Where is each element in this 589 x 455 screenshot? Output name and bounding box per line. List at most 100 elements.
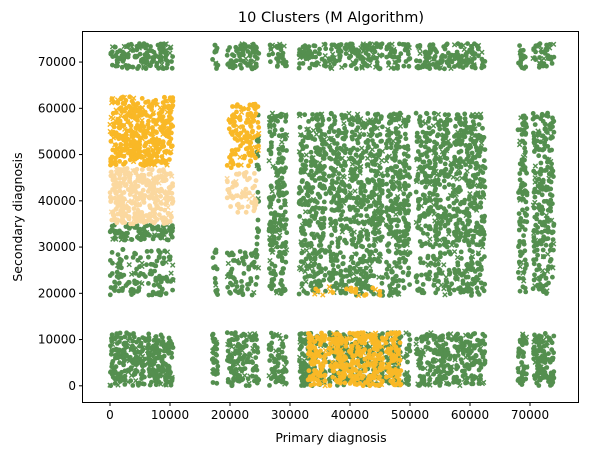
data-point — [524, 190, 530, 196]
data-point — [275, 363, 280, 369]
data-point — [276, 332, 282, 339]
data-point — [214, 63, 220, 69]
data-point — [536, 286, 542, 292]
data-point — [451, 161, 457, 167]
data-point — [518, 253, 523, 259]
data-point — [405, 153, 410, 159]
data-point — [465, 181, 471, 187]
data-point — [460, 373, 466, 379]
data-point — [532, 55, 537, 60]
data-point — [516, 211, 522, 217]
data-point — [522, 266, 528, 271]
data-point — [446, 63, 452, 69]
data-point — [423, 184, 428, 190]
data-point — [321, 199, 327, 205]
data-point — [467, 194, 472, 200]
data-point — [427, 224, 432, 229]
data-point — [535, 282, 540, 288]
data-point — [267, 114, 272, 120]
data-point — [451, 287, 457, 293]
data-point — [459, 271, 466, 277]
data-point — [466, 242, 472, 248]
data-point — [301, 169, 307, 175]
data-point — [308, 149, 314, 155]
data-point — [161, 255, 167, 261]
data-point — [110, 372, 115, 378]
data-point — [469, 64, 475, 70]
data-point — [549, 340, 555, 346]
data-point — [342, 160, 347, 166]
data-point — [463, 51, 469, 57]
data-point — [444, 41, 450, 47]
data-point — [115, 252, 121, 257]
data-point — [110, 347, 116, 353]
data-point — [333, 280, 339, 286]
data-point — [311, 234, 317, 240]
data-point — [136, 285, 142, 291]
data-point — [541, 234, 547, 240]
data-point — [531, 168, 537, 174]
data-point — [358, 213, 364, 218]
data-point — [425, 212, 431, 217]
data-point — [471, 126, 477, 132]
data-point — [299, 281, 305, 286]
data-point — [254, 64, 259, 69]
data-point — [470, 119, 476, 124]
data-point — [141, 41, 147, 46]
data-point — [474, 285, 480, 291]
data-point — [320, 146, 326, 152]
data-point — [439, 271, 444, 276]
data-point — [232, 332, 238, 338]
data-point — [427, 42, 433, 48]
data-point — [521, 233, 526, 239]
data-point — [313, 131, 320, 138]
data-point — [517, 380, 523, 386]
data-point — [433, 290, 439, 296]
data-point — [532, 272, 537, 278]
data-point — [427, 377, 432, 383]
data-point — [116, 347, 122, 353]
data-point — [519, 182, 524, 188]
data-point — [322, 185, 328, 191]
data-point — [407, 337, 413, 342]
data-point — [530, 116, 536, 122]
data-point — [465, 365, 470, 370]
data-point — [482, 358, 488, 364]
data-point — [244, 359, 249, 365]
data-point — [441, 178, 447, 184]
data-point — [146, 335, 152, 340]
data-point — [377, 165, 383, 171]
data-point — [167, 254, 173, 260]
data-point — [313, 205, 319, 210]
data-point — [327, 244, 332, 250]
data-point — [119, 53, 125, 58]
data-point — [431, 170, 436, 176]
data-point — [473, 175, 478, 181]
data-point — [163, 57, 169, 63]
data-point — [467, 342, 473, 348]
data-point — [322, 171, 327, 177]
data-point — [149, 379, 154, 385]
data-point — [426, 115, 432, 121]
data-point — [397, 243, 402, 249]
data-point — [438, 197, 443, 203]
data-point — [255, 349, 261, 355]
data-point — [523, 149, 528, 155]
data-point — [349, 237, 355, 243]
data-point — [427, 236, 433, 242]
data-point — [338, 268, 344, 274]
data-point — [416, 199, 421, 204]
data-point — [269, 277, 275, 283]
data-point — [112, 44, 118, 50]
data-point — [246, 266, 252, 272]
data-point — [253, 355, 259, 360]
data-point — [255, 139, 261, 144]
data-point — [282, 209, 288, 215]
data-point — [535, 128, 541, 134]
data-point — [128, 287, 135, 294]
data-point — [266, 346, 272, 352]
data-point — [417, 256, 423, 261]
data-point — [255, 217, 261, 223]
data-point — [328, 252, 334, 258]
data-point — [343, 198, 348, 204]
